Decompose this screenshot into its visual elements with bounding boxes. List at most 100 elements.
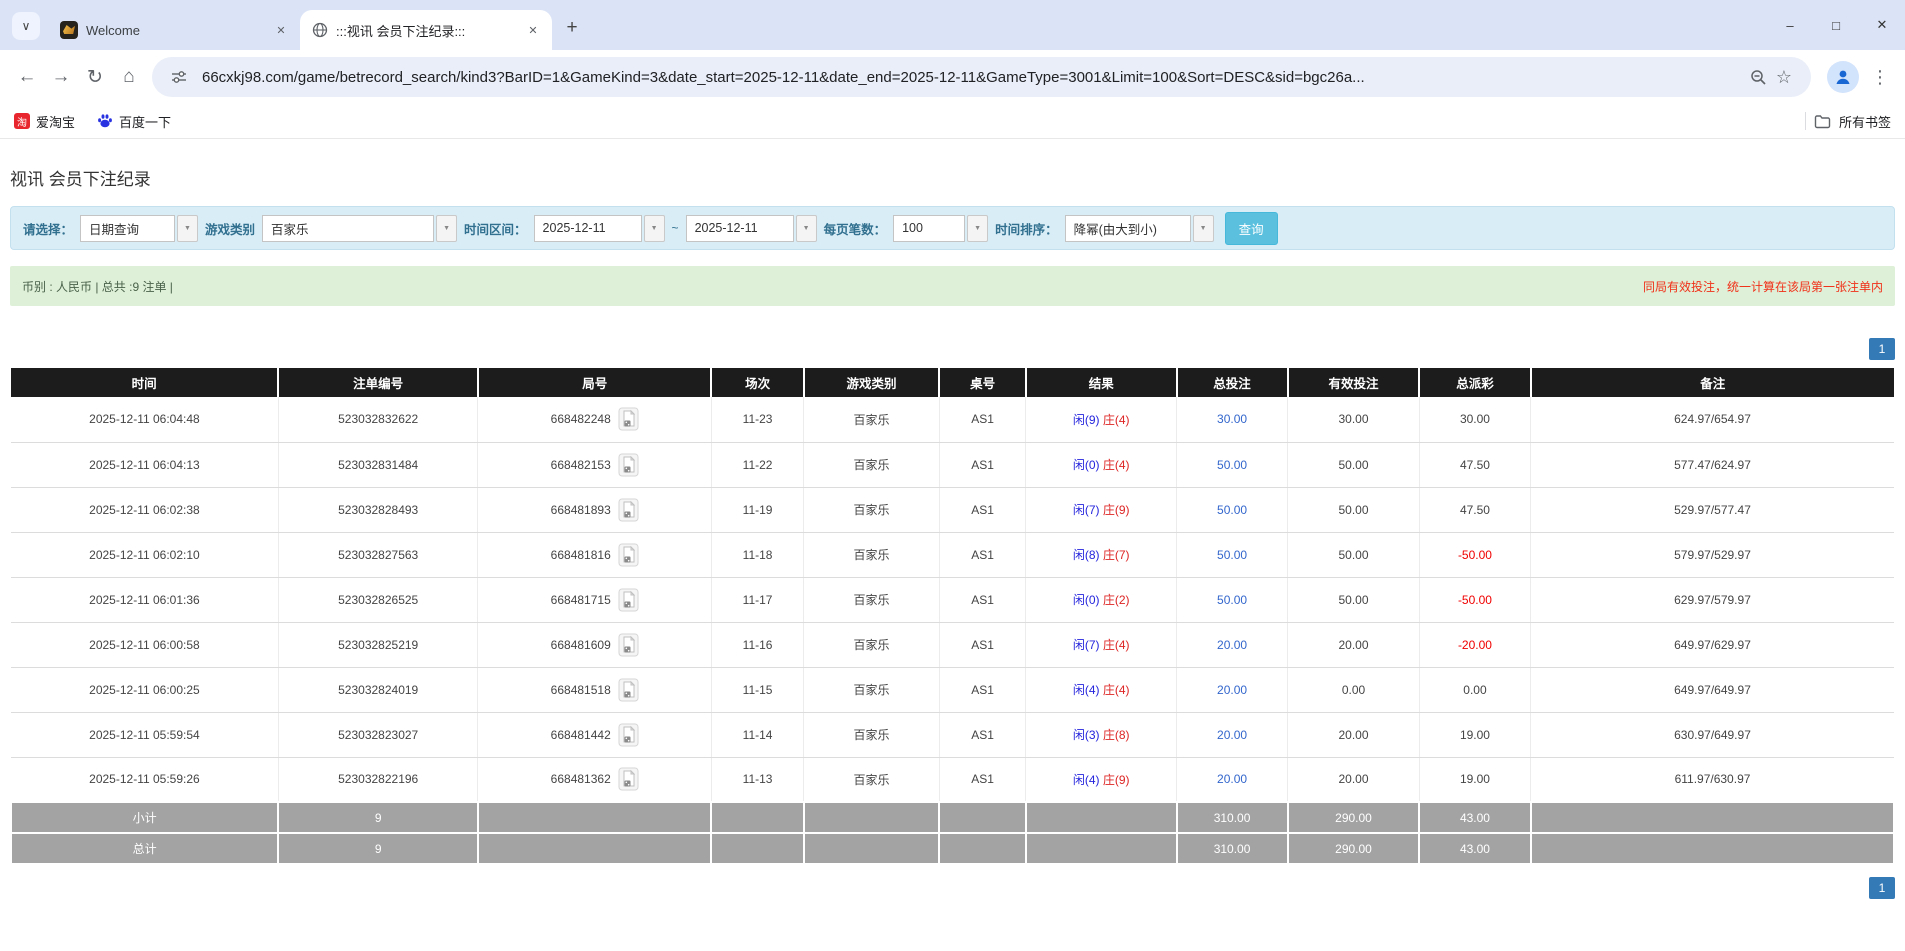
new-tab-button[interactable]: + bbox=[566, 17, 578, 38]
tab-close-icon[interactable]: ✕ bbox=[528, 24, 538, 37]
round-number: 668482153 bbox=[550, 457, 611, 472]
window-close-button[interactable]: ✕ bbox=[1876, 17, 1888, 32]
query-type-value[interactable]: 日期查询 bbox=[80, 214, 176, 242]
column-header: 总投注 bbox=[1175, 368, 1288, 397]
home-button[interactable]: ⌂ bbox=[123, 66, 135, 87]
window-maximize-button[interactable]: □ bbox=[1832, 17, 1840, 33]
total-payout: 43.00 bbox=[1418, 832, 1532, 865]
cell-total-bet[interactable]: 20.00 bbox=[1176, 757, 1289, 803]
combo-arrow-icon[interactable]: ▼ bbox=[1192, 214, 1214, 242]
sort-select[interactable]: 降幂(由大到小) ▼ bbox=[1064, 214, 1214, 242]
cell-total-bet[interactable]: 50.00 bbox=[1176, 442, 1289, 488]
date-start-select[interactable]: 2025-12-11 ▼ bbox=[533, 214, 665, 242]
date-end-value[interactable]: 2025-12-11 bbox=[685, 214, 794, 242]
bookmark-baidu[interactable]: 百度一下 bbox=[97, 112, 171, 131]
combo-arrow-icon[interactable]: ▼ bbox=[177, 214, 199, 242]
summary-bar: 币别 : 人民币 | 总共 :9 注单 | 同局有效投注，统一计算在该局第一张注… bbox=[10, 266, 1895, 306]
pagination-top: 1 bbox=[10, 338, 1895, 360]
date-range-label: 时间区间： bbox=[464, 222, 527, 237]
combo-arrow-icon[interactable]: ▼ bbox=[643, 214, 665, 242]
sort-value[interactable]: 降幂(由大到小) bbox=[1064, 214, 1191, 242]
forward-button[interactable]: → bbox=[51, 66, 71, 87]
url-bar[interactable]: 66cxkj98.com/game/betrecord_search/kind3… bbox=[152, 57, 1811, 97]
cell-total-bet[interactable]: 20.00 bbox=[1176, 667, 1289, 713]
total-valid-bet: 290.00 bbox=[1286, 832, 1421, 865]
combo-arrow-icon[interactable]: ▼ bbox=[967, 214, 989, 242]
cell-result: 闲(8) 庄(7) bbox=[1025, 532, 1178, 578]
cell-note: 629.97/579.97 bbox=[1530, 577, 1894, 623]
cell-total-bet[interactable]: 20.00 bbox=[1176, 622, 1289, 668]
cell-total-bet[interactable]: 50.00 bbox=[1176, 532, 1289, 578]
back-button[interactable]: ← bbox=[17, 66, 37, 87]
query-type-select[interactable]: 日期查询 ▼ bbox=[80, 214, 199, 242]
cell-total-bet[interactable]: 20.00 bbox=[1176, 712, 1289, 758]
cell-total-bet[interactable]: 50.00 bbox=[1176, 577, 1289, 623]
game-record-icon[interactable] bbox=[618, 767, 639, 791]
per-page-value[interactable]: 100 bbox=[893, 214, 966, 242]
tab-welcome[interactable]: Welcome ✕ bbox=[48, 10, 300, 50]
tab-betrecord-active[interactable]: :::视讯 会员下注纪录::: ✕ bbox=[300, 10, 552, 50]
tune-icon[interactable] bbox=[166, 64, 192, 90]
cell-session: 11-15 bbox=[711, 667, 805, 713]
table-header-row: 时间 注单编号 局号 场次 游戏类别 桌号 结果 总投注 有效投注 总派彩 备注 bbox=[11, 368, 1894, 397]
tab-title: Welcome bbox=[86, 22, 140, 38]
bookmark-star-icon[interactable]: ☆ bbox=[1775, 66, 1793, 87]
cell-payout: 47.50 bbox=[1419, 487, 1532, 533]
url-text[interactable]: 66cxkj98.com/game/betrecord_search/kind3… bbox=[202, 68, 1365, 86]
cell-round: 668481893 bbox=[477, 487, 712, 533]
subtotal-total-bet: 310.00 bbox=[1175, 801, 1289, 834]
cell-bet-id: 523032828493 bbox=[278, 487, 479, 533]
combo-arrow-icon[interactable]: ▼ bbox=[795, 214, 817, 242]
result-player: 闲(9) bbox=[1072, 412, 1100, 427]
game-record-icon[interactable] bbox=[618, 543, 639, 567]
page-number-button[interactable]: 1 bbox=[1869, 877, 1895, 899]
window-minimize-button[interactable]: – bbox=[1786, 17, 1794, 33]
tab-close-icon[interactable]: ✕ bbox=[276, 24, 286, 37]
round-number: 668481893 bbox=[550, 502, 611, 517]
date-start-value[interactable]: 2025-12-11 bbox=[533, 214, 642, 242]
tab-search-button[interactable]: ∨ bbox=[12, 12, 40, 40]
refresh-button[interactable]: ↻ bbox=[87, 66, 103, 88]
cell-valid-bet: 20.00 bbox=[1287, 622, 1420, 668]
date-end-select[interactable]: 2025-12-11 ▼ bbox=[685, 214, 817, 242]
game-record-icon[interactable] bbox=[618, 678, 639, 702]
cell-result: 闲(7) 庄(9) bbox=[1025, 487, 1178, 533]
round-number: 668481442 bbox=[550, 727, 611, 742]
cell-round: 668481362 bbox=[477, 757, 712, 803]
game-record-icon[interactable] bbox=[618, 723, 639, 747]
all-bookmarks-label[interactable]: 所有书签 bbox=[1838, 114, 1891, 130]
search-button[interactable]: 查询 bbox=[1224, 211, 1278, 245]
cell-note: 649.97/649.97 bbox=[1530, 667, 1894, 713]
game-type-value[interactable]: 百家乐 bbox=[262, 214, 435, 242]
subtotal-count: 9 bbox=[277, 801, 479, 834]
zoom-icon[interactable] bbox=[1745, 64, 1771, 90]
sort-label: 时间排序： bbox=[995, 222, 1058, 237]
game-record-icon[interactable] bbox=[618, 588, 639, 612]
cell-table-number: AS1 bbox=[939, 397, 1027, 443]
cell-total-bet[interactable]: 30.00 bbox=[1176, 397, 1289, 443]
game-record-icon[interactable] bbox=[618, 633, 639, 657]
bookmark-taobao[interactable]: 淘 爱淘宝 bbox=[14, 112, 75, 131]
cell-payout: -20.00 bbox=[1419, 622, 1532, 668]
combo-arrow-icon[interactable]: ▼ bbox=[436, 214, 458, 242]
profile-avatar[interactable] bbox=[1827, 61, 1859, 93]
browser-menu-icon[interactable]: ⋮ bbox=[1871, 66, 1889, 87]
cell-total-bet[interactable]: 50.00 bbox=[1176, 487, 1289, 533]
result-player: 闲(0) bbox=[1072, 458, 1100, 472]
page-number-button[interactable]: 1 bbox=[1869, 338, 1895, 360]
column-header: 时间 bbox=[11, 368, 279, 397]
per-page-select[interactable]: 100 ▼ bbox=[893, 214, 989, 242]
game-record-icon[interactable] bbox=[618, 407, 639, 431]
cell-game-type: 百家乐 bbox=[803, 667, 940, 713]
cell-time: 2025-12-11 05:59:54 bbox=[11, 712, 279, 758]
cell-session: 11-16 bbox=[711, 622, 805, 668]
game-record-icon[interactable] bbox=[618, 453, 639, 477]
subtotal-label: 小计 bbox=[9, 801, 280, 834]
table-row: 2025-12-11 06:04:13 523032831484 6684821… bbox=[11, 442, 1894, 488]
cell-valid-bet: 20.00 bbox=[1287, 712, 1420, 758]
cell-note: 579.97/529.97 bbox=[1530, 532, 1894, 578]
table-row: 2025-12-11 06:02:10 523032827563 6684818… bbox=[11, 532, 1894, 578]
game-type-select[interactable]: 百家乐 ▼ bbox=[262, 214, 458, 242]
game-record-icon[interactable] bbox=[618, 498, 639, 522]
subtotal-payout: 43.00 bbox=[1418, 801, 1532, 834]
